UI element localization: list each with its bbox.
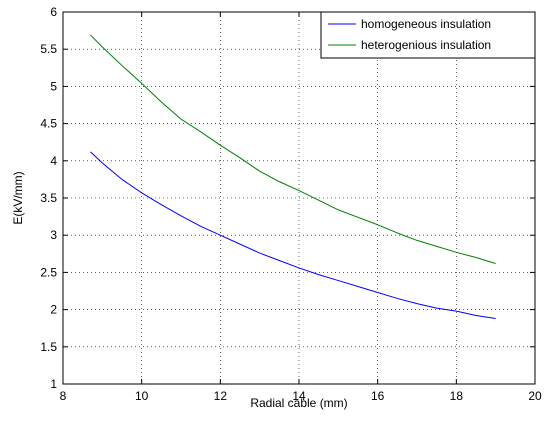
grid-lines [63, 12, 535, 384]
y-tick-label: 2.5 [40, 265, 57, 279]
legend: homogeneous insulation heterogenious ins… [320, 11, 536, 59]
y-tick-label: 3 [50, 228, 57, 242]
y-tick-label: 4 [50, 154, 57, 168]
x-tick-label: 8 [60, 389, 67, 403]
x-tick-label: 10 [135, 389, 149, 403]
y-tick-label: 1 [50, 377, 57, 391]
x-tick-label: 18 [450, 389, 464, 403]
x-tick-label: 14 [292, 389, 306, 403]
series-line-homogeneous [90, 151, 496, 320]
series-line-heterogenious [90, 34, 496, 264]
series-lines [90, 34, 496, 320]
x-tick-label: 16 [371, 389, 385, 403]
y-tick-label: 5.5 [40, 42, 57, 56]
legend-box [320, 11, 536, 59]
legend-label-homogeneous: homogeneous insulation [361, 17, 491, 31]
axis-ticks: 8 10 12 14 16 18 20 1 1.5 2 2.5 3 3.5 4 4.5 5 5.5 6 [40, 5, 542, 403]
legend-label-heterogenious: heterogenious insulation [361, 38, 491, 52]
y-axis-label: E(kV/mm) [11, 171, 25, 224]
y-tick-label: 2 [50, 303, 57, 317]
y-tick-label: 6 [50, 5, 57, 19]
x-tick-label: 12 [214, 389, 228, 403]
x-axis-label: Radial cable (mm) [250, 396, 347, 410]
y-tick-label: 1.5 [40, 340, 57, 354]
y-tick-label: 5 [50, 79, 57, 93]
y-tick-label: 3.5 [40, 191, 57, 205]
x-tick-label: 20 [528, 389, 542, 403]
y-tick-label: 4.5 [40, 117, 57, 131]
